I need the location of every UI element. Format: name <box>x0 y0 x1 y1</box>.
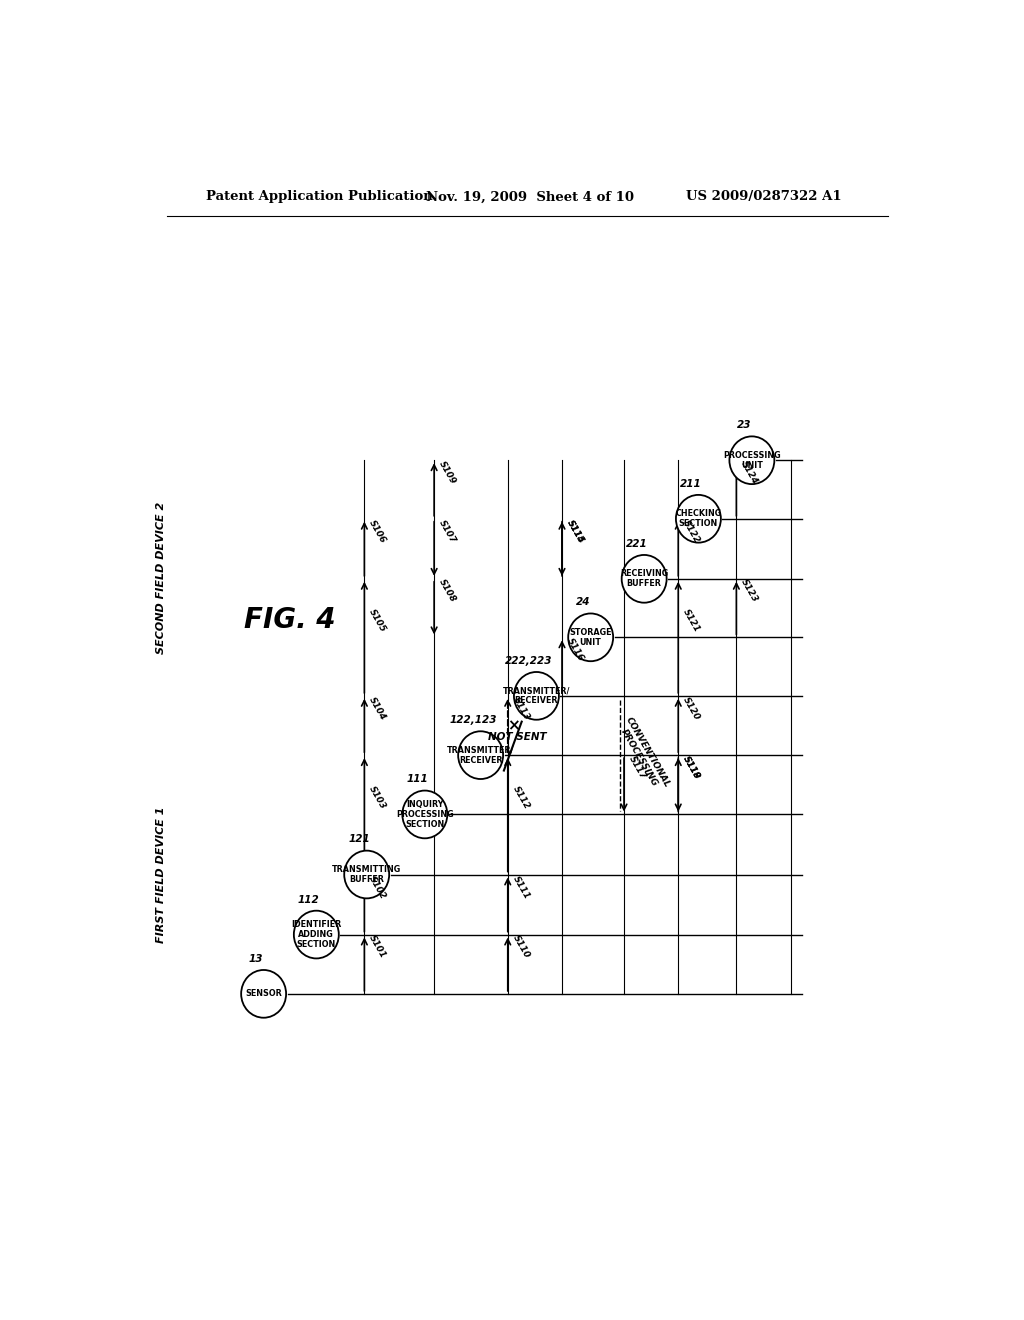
Text: S122: S122 <box>681 519 701 545</box>
Text: S119: S119 <box>681 755 701 781</box>
Text: S112: S112 <box>511 784 531 810</box>
Text: 23: 23 <box>737 420 752 430</box>
Text: S121: S121 <box>681 607 701 634</box>
Text: 13: 13 <box>249 954 263 964</box>
Text: S101: S101 <box>368 935 388 961</box>
Text: S117: S117 <box>627 755 647 781</box>
Text: 221: 221 <box>626 539 647 549</box>
Text: CHECKING
SECTION: CHECKING SECTION <box>675 510 722 528</box>
Text: TRANSMITTING
BUFFER: TRANSMITTING BUFFER <box>332 865 401 884</box>
Text: S109: S109 <box>437 459 458 486</box>
Text: 111: 111 <box>407 775 428 784</box>
Text: ×: × <box>508 718 520 733</box>
Text: S110: S110 <box>511 935 531 961</box>
Text: IDENTIFIER
ADDING
SECTION: IDENTIFIER ADDING SECTION <box>291 920 341 949</box>
Text: S104: S104 <box>368 696 388 722</box>
Text: 211: 211 <box>680 479 701 488</box>
Ellipse shape <box>241 970 286 1018</box>
Text: Patent Application Publication: Patent Application Publication <box>206 190 432 203</box>
Text: S115: S115 <box>565 519 586 545</box>
Text: S124: S124 <box>739 459 760 486</box>
Text: S111: S111 <box>511 874 531 900</box>
Text: 112: 112 <box>298 895 319 904</box>
Ellipse shape <box>729 437 774 484</box>
Text: S105: S105 <box>368 607 388 634</box>
Text: S118: S118 <box>681 755 701 781</box>
Text: S107: S107 <box>437 519 458 545</box>
Text: S123: S123 <box>739 578 760 605</box>
Text: S114: S114 <box>565 519 586 545</box>
Text: TRANSMITTER/
RECEIVER: TRANSMITTER/ RECEIVER <box>503 686 570 705</box>
Text: CONVENTIONAL
PROCESSING: CONVENTIONAL PROCESSING <box>615 715 672 795</box>
Text: FIRST FIELD DEVICE 1: FIRST FIELD DEVICE 1 <box>156 807 166 942</box>
Ellipse shape <box>402 791 447 838</box>
Text: 121: 121 <box>348 834 370 845</box>
Ellipse shape <box>568 614 613 661</box>
Text: 24: 24 <box>575 598 590 607</box>
Ellipse shape <box>458 731 503 779</box>
Text: S116: S116 <box>565 636 586 663</box>
Text: STORAGE
UNIT: STORAGE UNIT <box>569 628 612 647</box>
Text: PROCESSING
UNIT: PROCESSING UNIT <box>723 451 780 470</box>
Text: NOT SENT: NOT SENT <box>487 733 547 742</box>
Text: S108: S108 <box>437 578 458 605</box>
Ellipse shape <box>344 850 389 899</box>
Ellipse shape <box>622 554 667 603</box>
Text: US 2009/0287322 A1: US 2009/0287322 A1 <box>686 190 842 203</box>
Text: S120: S120 <box>681 696 701 722</box>
Text: 222,223: 222,223 <box>505 656 552 665</box>
Text: 122,123: 122,123 <box>450 715 497 725</box>
Ellipse shape <box>676 495 721 543</box>
Text: TRANSMITTER/
RECEIVER: TRANSMITTER/ RECEIVER <box>446 746 514 764</box>
Text: S102: S102 <box>368 874 388 900</box>
Text: S103: S103 <box>368 784 388 810</box>
Text: SECOND FIELD DEVICE 2: SECOND FIELD DEVICE 2 <box>156 502 166 655</box>
Text: Nov. 19, 2009  Sheet 4 of 10: Nov. 19, 2009 Sheet 4 of 10 <box>426 190 635 203</box>
Text: RECEIVING
BUFFER: RECEIVING BUFFER <box>620 569 669 589</box>
Text: S106: S106 <box>368 519 388 545</box>
Text: INQUIRY
PROCESSING
SECTION: INQUIRY PROCESSING SECTION <box>396 800 454 829</box>
Ellipse shape <box>514 672 559 719</box>
Ellipse shape <box>294 911 339 958</box>
Text: FIG. 4: FIG. 4 <box>245 606 336 635</box>
Text: S113: S113 <box>511 696 531 722</box>
Text: SENSOR: SENSOR <box>246 990 282 998</box>
